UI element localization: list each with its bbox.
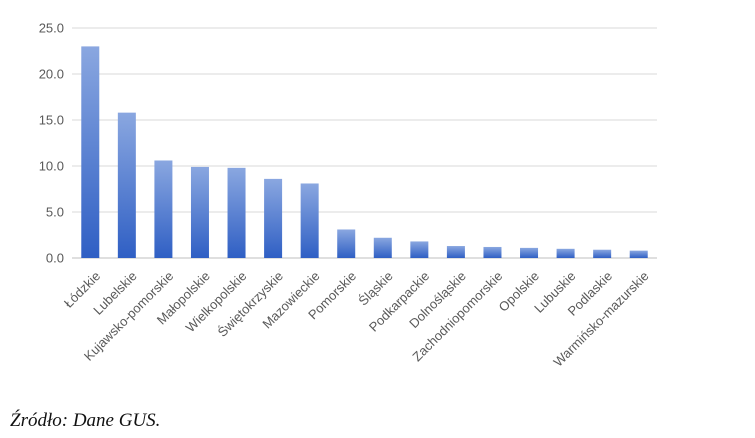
bar-14 [556,248,575,258]
y-tick-label: 0.0 [46,251,64,266]
x-axis-labels: ŁódzkieLubelskieKujawsko-pomorskieMałopo… [61,268,652,369]
bars [81,46,648,259]
y-tick-label: 5.0 [46,205,64,220]
y-axis-ticks: 0.0 5.0 10.0 15.0 20.0 25.0 [39,21,64,266]
bar-11 [446,246,465,258]
bar-1 [81,46,100,259]
bar-5 [227,167,246,258]
y-tick-label: 20.0 [39,67,64,82]
bar-4 [190,166,209,258]
bar-2 [117,112,136,258]
bar-13 [520,247,539,258]
bar-16 [629,250,648,258]
bar-7 [300,183,319,258]
bar-15 [593,249,612,258]
source-note: Źródło: Dane GUS. [10,410,161,431]
bar-10 [410,241,429,258]
bar-12 [483,246,502,258]
bar-3 [154,160,173,258]
bar-9 [373,237,392,258]
y-tick-label: 10.0 [39,159,64,174]
y-tick-label: 25.0 [39,21,64,36]
bar-6 [264,178,283,258]
y-tick-label: 15.0 [39,113,64,128]
bar-8 [337,229,356,258]
